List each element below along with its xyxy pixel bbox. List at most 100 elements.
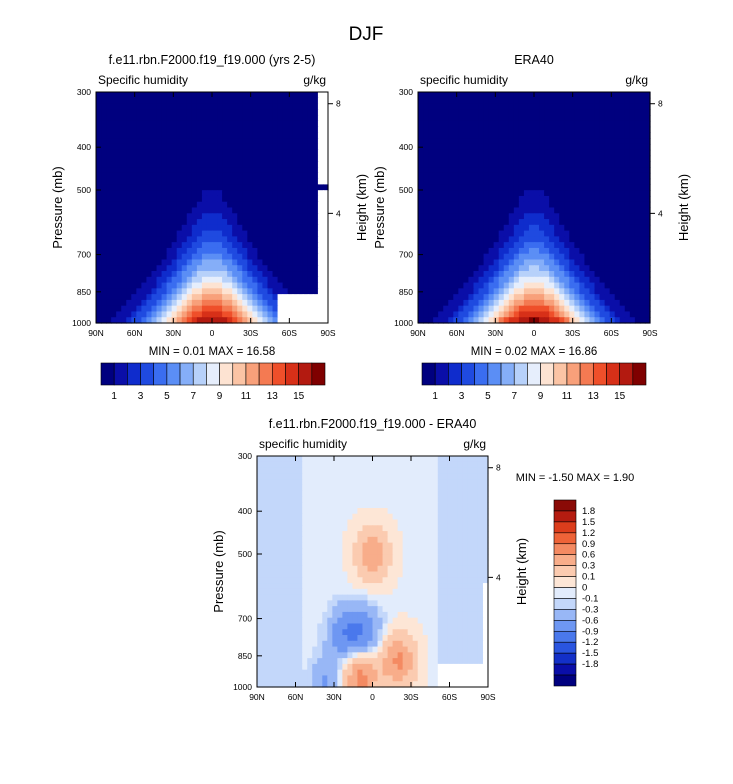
field-cell <box>458 294 464 301</box>
field-cell <box>277 288 284 295</box>
field-cell <box>468 219 475 226</box>
field-cell <box>482 583 489 590</box>
field-cell <box>544 299 550 307</box>
field-cell <box>186 143 193 151</box>
field-cell <box>609 103 616 110</box>
field-cell <box>161 172 168 180</box>
field-cell <box>447 484 454 492</box>
field-cell <box>463 109 470 116</box>
field-cell <box>307 195 314 203</box>
field-cell <box>166 265 173 272</box>
field-cell <box>443 288 449 295</box>
field-cell <box>473 167 480 174</box>
field-cell <box>478 97 485 105</box>
field-cell <box>473 305 480 313</box>
field-cell <box>574 230 580 237</box>
field-cell <box>614 253 621 261</box>
field-cell <box>448 213 454 220</box>
field-cell <box>317 247 324 255</box>
field-cell <box>447 554 454 561</box>
field-cell <box>488 230 495 237</box>
field-cell <box>181 219 188 226</box>
field-cell <box>448 276 454 284</box>
field-cell <box>217 184 223 191</box>
field-cell <box>467 525 474 532</box>
field-cell <box>428 184 434 191</box>
field-cell <box>629 299 636 307</box>
field-cell <box>277 559 283 567</box>
field-cell <box>116 103 122 110</box>
field-cell <box>539 276 545 284</box>
field-cell <box>297 149 304 157</box>
field-cell <box>397 519 404 526</box>
field-cell <box>347 577 354 584</box>
field-cell <box>247 282 253 289</box>
field-cell <box>196 305 203 313</box>
field-cell <box>372 513 379 521</box>
y-tick-label: 700 <box>77 250 91 260</box>
field-cell <box>111 184 117 191</box>
field-cell <box>247 247 253 255</box>
field-cell <box>468 265 475 272</box>
field-cell <box>272 109 279 116</box>
field-cell <box>453 138 459 145</box>
field-cell <box>277 294 284 301</box>
field-cell <box>402 525 409 532</box>
field-cell <box>176 190 183 197</box>
field-cell <box>544 103 550 110</box>
field-cell <box>579 259 586 266</box>
field-cell <box>196 317 203 324</box>
field-cell <box>201 242 208 249</box>
field-cell <box>594 161 601 168</box>
field-cell <box>357 559 364 567</box>
field-cell <box>136 109 142 116</box>
field-cell <box>453 172 459 180</box>
field-cell <box>478 247 485 255</box>
field-cell <box>287 513 293 521</box>
field-cell <box>247 265 253 272</box>
field-cell <box>417 496 424 503</box>
field-cell <box>377 548 384 555</box>
field-cell <box>337 490 343 498</box>
field-cell <box>417 502 424 509</box>
field-cell <box>463 190 470 197</box>
field-cell <box>483 92 490 99</box>
field-cell <box>477 536 484 544</box>
field-cell <box>282 496 288 503</box>
field-cell <box>131 138 137 145</box>
field-cell <box>534 92 540 99</box>
field-cell <box>493 167 500 174</box>
field-cell <box>473 259 480 266</box>
field-cell <box>176 132 183 139</box>
panel-title: ERA40 <box>514 53 554 67</box>
field-cell <box>227 97 233 105</box>
field-cell <box>463 288 470 295</box>
field-cell <box>559 97 565 105</box>
field-cell <box>282 92 289 99</box>
field-cell <box>252 184 258 191</box>
field-cell <box>222 317 228 324</box>
field-cell <box>483 271 490 278</box>
field-cell <box>242 97 248 105</box>
field-cell <box>206 253 213 261</box>
field-cell <box>282 490 288 498</box>
field-cell <box>292 253 299 261</box>
field-cell <box>262 600 268 607</box>
field-cell <box>457 496 464 503</box>
field-cell <box>161 149 168 157</box>
field-cell <box>534 282 540 289</box>
field-cell <box>252 236 258 243</box>
field-cell <box>412 536 419 544</box>
field-cell <box>242 247 248 255</box>
field-cell <box>619 294 626 301</box>
field-cell <box>629 317 636 324</box>
field-cell <box>362 594 369 601</box>
field-cell <box>594 201 601 209</box>
field-cell <box>574 265 580 272</box>
field-cell <box>559 103 565 110</box>
field-cell <box>217 115 223 122</box>
x-tick-label: 60S <box>282 328 297 338</box>
field-cell <box>423 259 429 266</box>
field-cell <box>589 149 596 157</box>
field-cells <box>418 92 651 324</box>
